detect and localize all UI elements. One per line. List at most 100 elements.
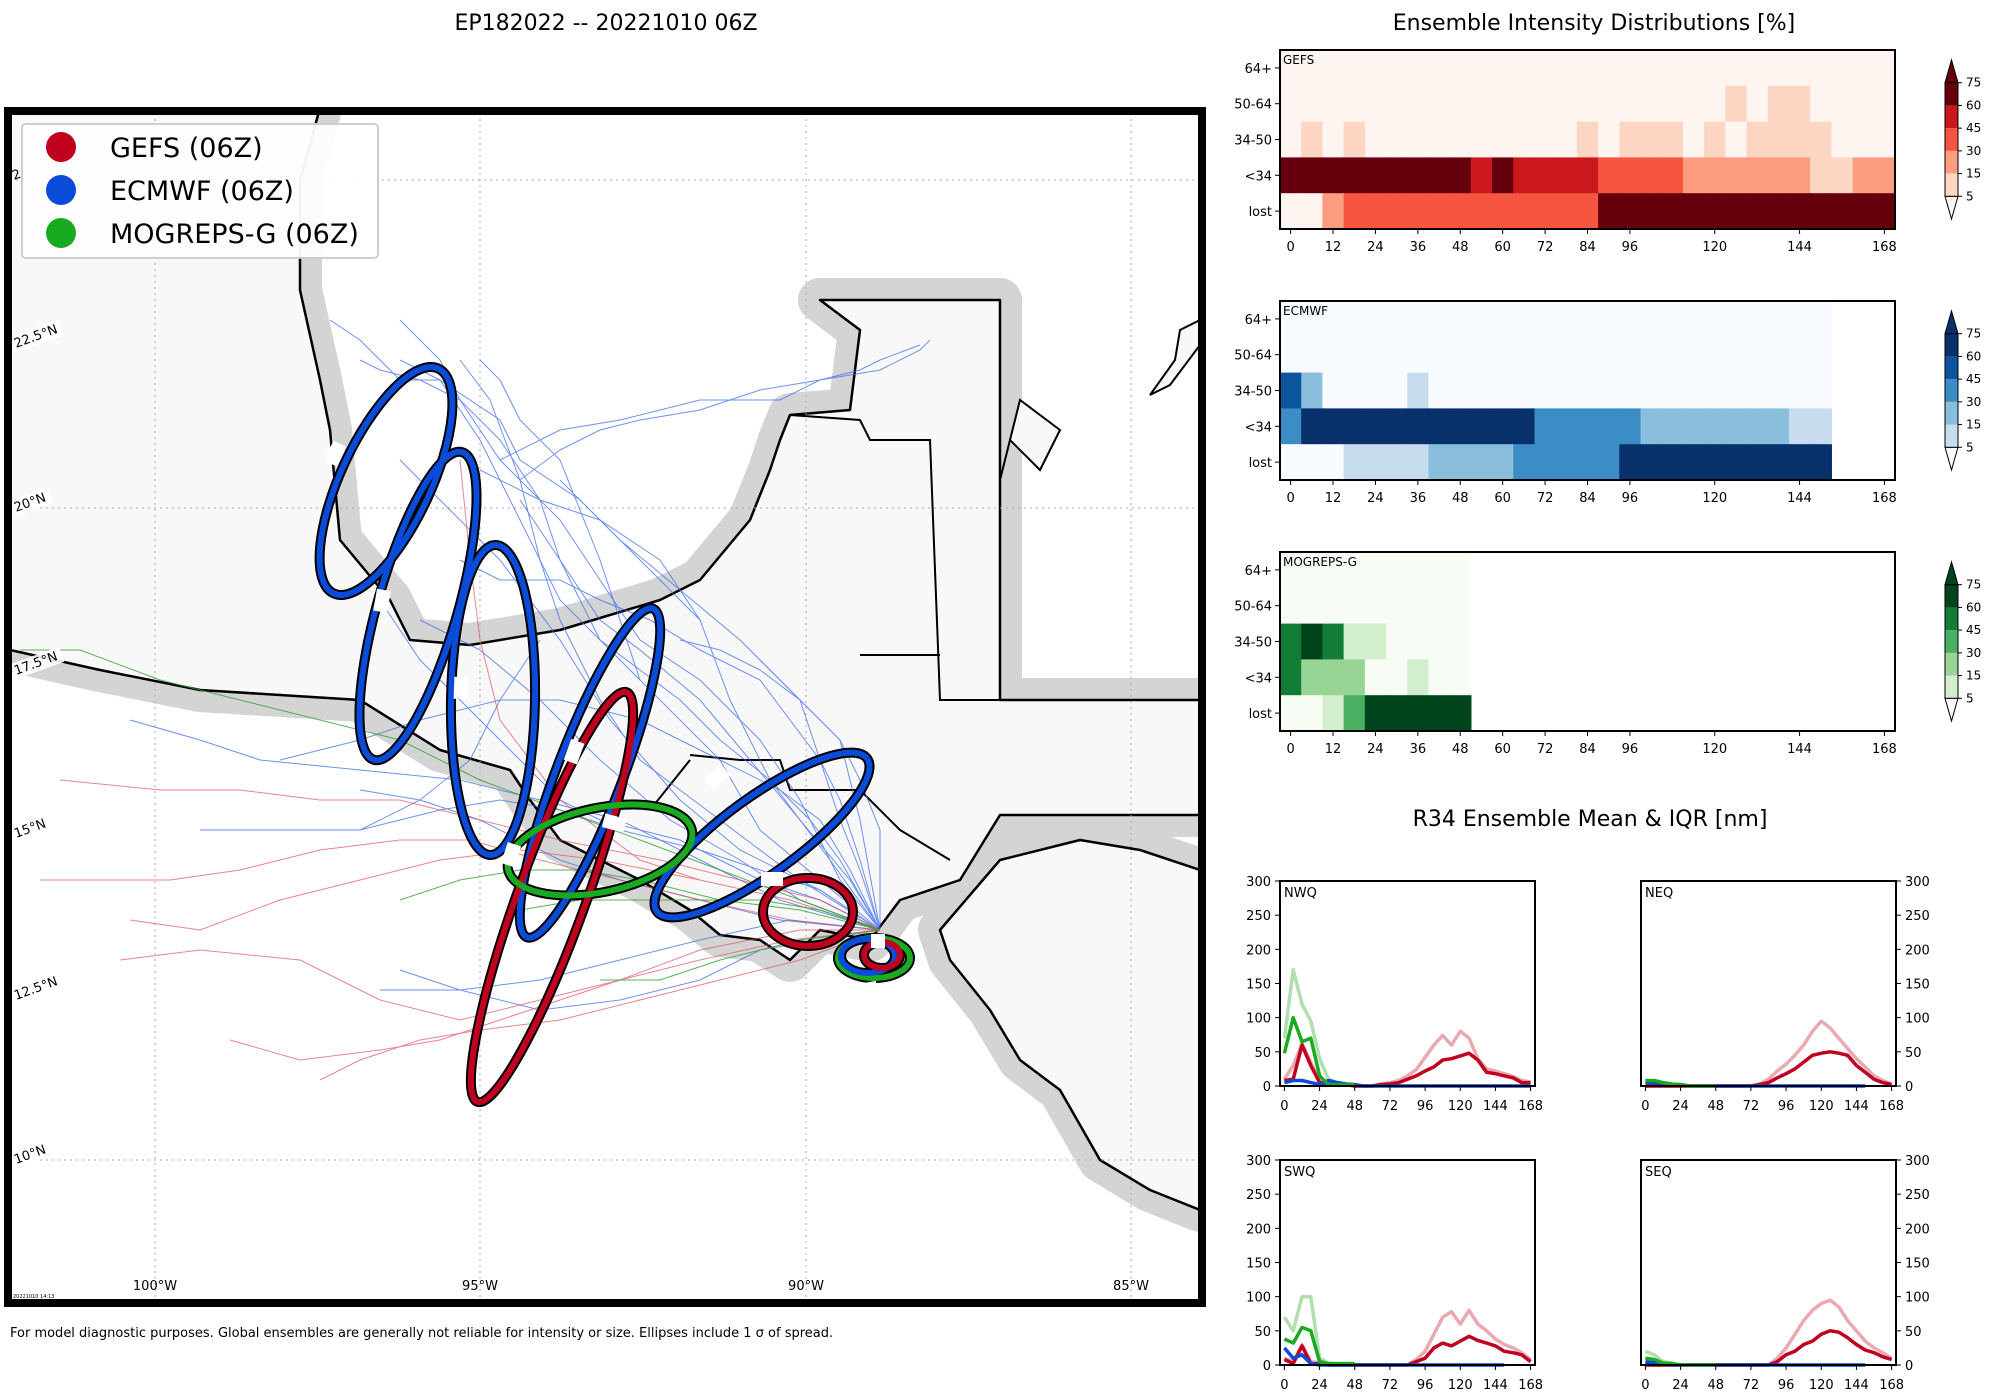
r34-xtick: 48 — [1346, 1378, 1363, 1393]
heatmap-cell — [1407, 695, 1430, 732]
heatmap-cell — [1555, 372, 1578, 409]
r34-xtick: 72 — [1743, 1099, 1760, 1114]
heatmap-cell — [1449, 587, 1472, 624]
heatmap-cell — [1470, 157, 1493, 194]
r34-panel-label: SWQ — [1284, 1165, 1315, 1180]
heatmap-cell — [1831, 50, 1854, 87]
heatmap-cell — [1810, 157, 1832, 194]
heatmap-cell — [1682, 85, 1705, 122]
heatmap-xtick: 144 — [1787, 491, 1812, 506]
heatmap-cell — [1386, 50, 1408, 87]
heatmap-xtick: 96 — [1622, 742, 1639, 757]
r34-ytick: 300 — [1246, 1154, 1271, 1169]
heatmap-cell — [1301, 121, 1324, 158]
heatmap-xtick: 12 — [1325, 240, 1342, 255]
heatmap-cell — [1661, 193, 1684, 230]
r34-panel-label: NEQ — [1645, 886, 1673, 901]
heatmap-xtick: 48 — [1452, 491, 1469, 506]
colorbar-gefs: 5 15 30 45 60 75 — [1944, 58, 1981, 221]
heatmap-ylabel: 64+ — [1245, 313, 1272, 328]
heatmap-cell — [1555, 85, 1578, 122]
r34-xtick: 48 — [1707, 1378, 1724, 1393]
heatmap-cell — [1428, 121, 1451, 158]
heatmap-cell — [1619, 50, 1642, 87]
heatmap-cell — [1428, 157, 1451, 194]
heatmap-cell — [1386, 372, 1408, 409]
lon-labels: 100°W 95°W 90°W 85°W — [133, 1279, 1149, 1294]
heatmap-cell — [1386, 336, 1408, 373]
heatmap-cell — [1322, 193, 1345, 230]
heatmap-cell — [1386, 623, 1408, 660]
heatmap-cell — [1831, 193, 1854, 230]
r34-xtick: 96 — [1417, 1378, 1434, 1393]
heatmap-cell — [1682, 193, 1705, 230]
r34-ytick: 50 — [1905, 1325, 1922, 1340]
heatmap-cell — [1746, 408, 1769, 445]
r34-panel-neq: NEQ 0 50 100 150 200 250 300 0 24 48 72 96 120 144 168 — [1640, 875, 1930, 1114]
heatmap-cell — [1470, 121, 1493, 158]
heatmap-cell — [1449, 659, 1472, 696]
heatmap-cell — [1407, 587, 1430, 624]
heatmap-cell — [1640, 336, 1663, 373]
heatmap-cell — [1682, 444, 1705, 481]
colorbar-tick: 75 — [1966, 76, 1981, 90]
heatmap-cell — [1428, 408, 1451, 445]
heatmap-cell — [1470, 336, 1493, 373]
r34-panel-swq: SWQ 0 50 100 150 200 250 300 0 24 48 72 96 120 144 168 — [1246, 1154, 1543, 1393]
colorbar-tick: 15 — [1966, 669, 1981, 683]
heatmap-ylabel: <34 — [1245, 169, 1272, 184]
heatmap-cell — [1852, 157, 1875, 194]
heatmap-cell — [1449, 552, 1472, 589]
r34-xtick: 120 — [1809, 1378, 1834, 1393]
heatmap-cell — [1788, 372, 1811, 409]
heatmap-cell — [1555, 50, 1578, 87]
heatmap-cell — [1513, 301, 1536, 338]
heatmap-cell — [1619, 85, 1642, 122]
heatmap-cell — [1407, 408, 1430, 445]
heatmap-cell — [1449, 121, 1472, 158]
heatmap-cell — [1767, 193, 1790, 230]
heatmap-cell — [1831, 157, 1854, 194]
heatmap-cell — [1725, 444, 1748, 481]
ellipse-ecmwf-72 — [316, 364, 456, 598]
heatmap-cell — [1767, 85, 1790, 122]
heatmap-panel-label: MOGREPS-G — [1283, 555, 1357, 569]
heatmap-cell — [1640, 50, 1663, 87]
heatmap-cell — [1470, 193, 1493, 230]
heatmap-mogreps-g: 64+ 50-64 34-50 <34 lost MOGREPS-G 0 12 24 36 48 60… — [1234, 551, 1981, 757]
heatmap-cell — [1555, 408, 1578, 445]
colorbar-tick: 5 — [1966, 440, 1974, 454]
heatmap-cell — [1767, 372, 1790, 409]
heatmap-ylabel: 34-50 — [1234, 134, 1272, 149]
heatmap-cell — [1343, 336, 1366, 373]
heatmap-cell — [1492, 50, 1514, 87]
heatmap-cell — [1301, 444, 1324, 481]
heatmap-cell — [1280, 336, 1302, 373]
heatmap-cell — [1449, 301, 1472, 338]
heatmap-cell — [1534, 372, 1557, 409]
ellipse-mogreps-12 — [504, 801, 696, 899]
heatmap-xtick: 0 — [1286, 742, 1294, 757]
heatmap-cell — [1788, 50, 1811, 87]
colorbar-tick: 5 — [1966, 189, 1974, 203]
r34-title: R34 Ensemble Mean & IQR [nm] — [1413, 807, 1768, 832]
heatmap-cell — [1322, 659, 1345, 696]
intensity-heatmaps: 64+ 50-64 34-50 <34 lost GEFS 0 12 24 36 48 60 72 84 9… — [1234, 49, 1981, 757]
heatmap-xtick: 48 — [1452, 240, 1469, 255]
heatmap-cell — [1386, 695, 1408, 732]
heatmap-cell — [1343, 408, 1366, 445]
heatmap-cell — [1640, 444, 1663, 481]
heatmap-cell — [1407, 121, 1430, 158]
heatmap-cell — [1280, 444, 1302, 481]
r34-ytick: 50 — [1254, 1325, 1271, 1340]
heatmap-cell — [1725, 50, 1748, 87]
heatmap-cell — [1852, 193, 1875, 230]
heatmap-xtick: 168 — [1872, 491, 1897, 506]
heatmap-cell — [1301, 193, 1324, 230]
heatmap-ylabel: 34-50 — [1234, 385, 1272, 400]
heatmap-ylabel: 64+ — [1245, 564, 1272, 579]
heatmap-cell — [1449, 408, 1472, 445]
ellipse-hour-labels: 72 48 36 24 24 12 12 12 0 0 — [324, 440, 885, 998]
heatmap-cell — [1343, 121, 1366, 158]
heatmap-cell — [1301, 623, 1324, 660]
